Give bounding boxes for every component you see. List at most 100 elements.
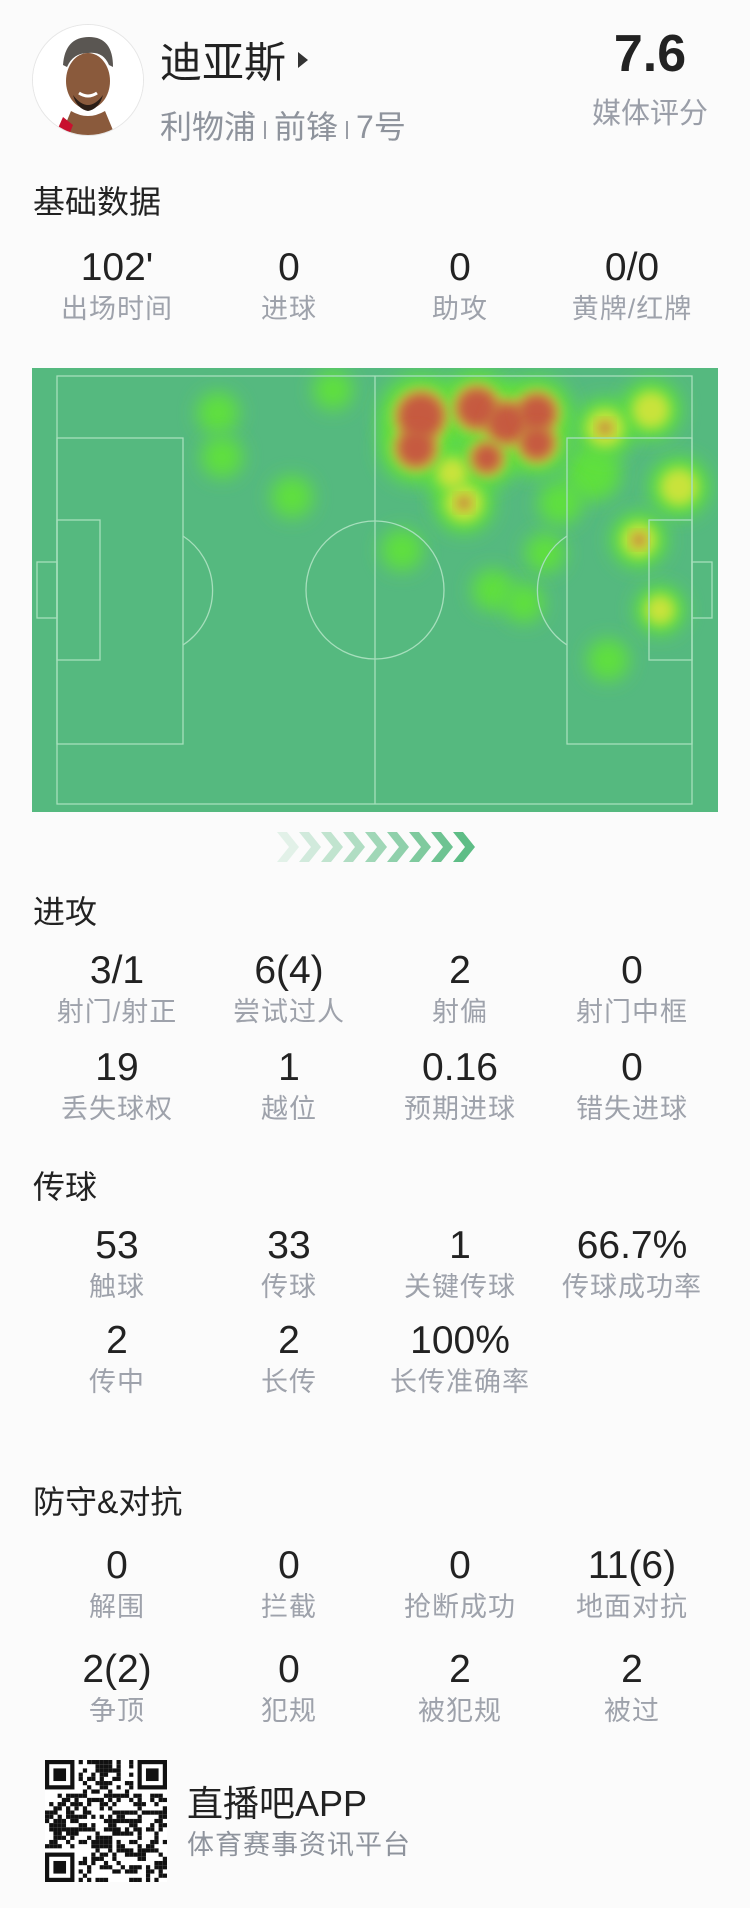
qr-module — [129, 1764, 134, 1769]
defense-section-title: 防守&对抗 — [33, 1484, 183, 1520]
qr-module — [78, 1772, 83, 1777]
qr-module — [61, 1797, 67, 1803]
qr-module — [66, 1827, 71, 1832]
stat-value: 0 — [278, 1648, 300, 1691]
qr-module — [145, 1865, 151, 1870]
qr-module — [74, 1818, 79, 1824]
qr-module — [103, 1760, 109, 1765]
qr-module — [154, 1802, 159, 1807]
qr-module — [133, 1818, 138, 1824]
qr-module — [103, 1827, 109, 1832]
player-position: 前锋 — [274, 109, 339, 145]
qr-module — [70, 1818, 75, 1824]
qr-module — [45, 1818, 50, 1824]
heat-spot-hot — [396, 428, 436, 468]
qr-module — [108, 1818, 113, 1824]
qr-module — [87, 1835, 92, 1840]
heat-spot — [587, 639, 629, 681]
qr-module — [99, 1852, 104, 1857]
heat-spot — [645, 595, 675, 625]
stat-label: 争顶 — [89, 1696, 145, 1726]
qr-module — [87, 1802, 92, 1807]
qr-module — [82, 1810, 88, 1815]
qr-module — [53, 1860, 67, 1874]
qr-module — [95, 1768, 100, 1773]
qr-module — [112, 1818, 117, 1824]
qr-module — [108, 1814, 113, 1819]
qr-module — [103, 1793, 109, 1798]
qr-module — [82, 1873, 88, 1878]
caret-right-icon[interactable] — [298, 52, 308, 68]
heat-spot-hot — [517, 393, 557, 433]
qr-module — [45, 1814, 50, 1819]
qr-module — [95, 1789, 100, 1794]
qr-module — [145, 1810, 151, 1815]
right-penalty-arc — [536, 535, 568, 646]
heat-spot — [271, 476, 313, 518]
heat-spot — [538, 481, 582, 525]
heat-spot — [565, 445, 621, 501]
player-name[interactable]: 迪亚斯 — [160, 39, 287, 86]
chevron-right-icon — [299, 832, 321, 862]
qr-module — [78, 1839, 83, 1845]
qr-module — [95, 1760, 100, 1765]
qr-module — [91, 1776, 96, 1782]
qr-module — [129, 1760, 134, 1765]
qr-module — [108, 1760, 113, 1765]
stat-value: 0 — [449, 1544, 471, 1587]
stat-value: 53 — [95, 1224, 139, 1267]
qr-module — [95, 1781, 100, 1786]
qr-module — [99, 1781, 104, 1786]
heat-spot — [201, 436, 243, 478]
qr-module — [120, 1814, 125, 1819]
qr-module — [133, 1823, 138, 1828]
qr-module — [154, 1865, 159, 1870]
qr-module — [49, 1844, 54, 1849]
chevron-right-icon — [409, 832, 431, 862]
heat-spot — [660, 468, 698, 506]
qr-module — [66, 1797, 71, 1803]
qr-code[interactable] — [45, 1760, 167, 1882]
qr-module — [103, 1860, 109, 1866]
player-avatar[interactable] — [32, 24, 144, 136]
qr-module — [116, 1810, 121, 1815]
qr-module — [103, 1877, 109, 1882]
qr-module — [145, 1844, 151, 1849]
heat-spot — [313, 370, 353, 410]
qr-module — [162, 1839, 167, 1845]
heat-spot-hot — [519, 425, 555, 461]
stat-value: 1 — [278, 1046, 300, 1089]
qr-module — [112, 1823, 117, 1828]
qr-module — [129, 1848, 134, 1853]
qr-module — [108, 1764, 113, 1769]
qr-module — [145, 1827, 151, 1832]
qr-module — [133, 1810, 138, 1815]
stat-label: 丢失球权 — [61, 1094, 173, 1124]
qr-module — [112, 1793, 117, 1798]
qr-module — [103, 1835, 109, 1840]
qr-module — [158, 1852, 163, 1857]
qr-module — [137, 1827, 142, 1832]
qr-module — [129, 1818, 134, 1824]
qr-module — [158, 1873, 163, 1878]
stat-label: 射门中框 — [576, 997, 688, 1027]
qr-module — [116, 1839, 121, 1845]
qr-module — [137, 1835, 142, 1840]
qr-module — [154, 1793, 159, 1798]
qr-module — [162, 1810, 167, 1815]
app-tagline: 体育赛事资讯平台 — [187, 1830, 411, 1860]
qr-module — [108, 1827, 113, 1832]
qr-module — [154, 1848, 159, 1853]
qr-module — [137, 1856, 142, 1861]
qr-module — [124, 1827, 130, 1832]
qr-module — [57, 1823, 62, 1828]
qr-module — [53, 1823, 58, 1828]
heat-spot — [381, 529, 423, 571]
qr-module — [66, 1839, 71, 1845]
stat-label: 被过 — [604, 1696, 660, 1726]
qr-module — [82, 1856, 88, 1861]
qr-module — [108, 1865, 113, 1870]
heat-spot — [525, 533, 565, 573]
chevron-right-icon — [453, 832, 475, 862]
stat-label: 被犯规 — [418, 1696, 502, 1726]
